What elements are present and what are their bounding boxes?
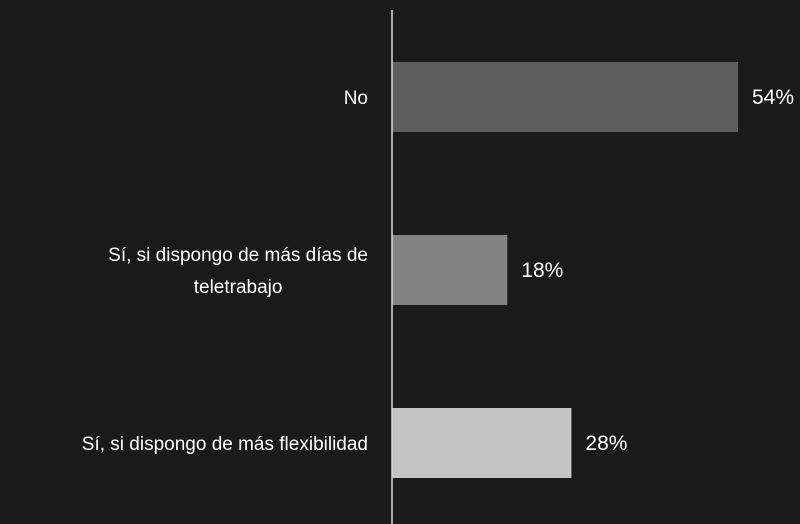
category-labels-group: No Sí, si dispongo de más días de teletrab…	[82, 88, 368, 455]
bar-2	[392, 408, 572, 478]
bar-0	[392, 62, 738, 132]
category-label-line: No	[344, 88, 368, 109]
category-label-line: Sí, si dispongo de más días de	[108, 245, 368, 266]
bars-group	[392, 62, 738, 478]
bar-1	[392, 235, 508, 305]
value-label-2: 28%	[585, 432, 627, 455]
category-label-line: teletrabajo	[194, 277, 283, 298]
category-label-1: Sí, si dispongo de más días de teletrabaj…	[108, 245, 368, 298]
value-labels-group: 54% 18% 28%	[521, 86, 794, 455]
value-label-1: 18%	[521, 259, 563, 282]
value-label-0: 54%	[752, 86, 794, 109]
category-label-2: Sí, si dispongo de más flexibilidad	[82, 434, 368, 455]
category-label-line: Sí, si dispongo de más flexibilidad	[82, 434, 368, 455]
category-label-0: No	[344, 88, 368, 109]
